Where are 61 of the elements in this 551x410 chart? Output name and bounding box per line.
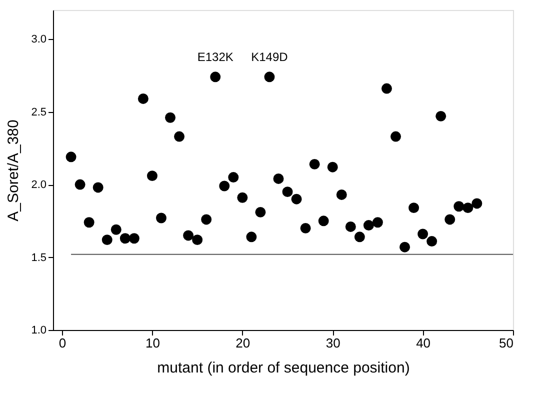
point <box>66 152 76 162</box>
point <box>462 202 474 214</box>
point <box>183 230 194 241</box>
point <box>264 72 275 82</box>
x-axis-title: mutant (in order of sequence position) <box>157 360 410 376</box>
point <box>110 224 122 235</box>
y-tick-label: 2.0 <box>31 179 46 192</box>
point <box>237 192 248 203</box>
point <box>354 232 365 242</box>
point <box>345 221 356 232</box>
point <box>472 198 482 209</box>
point <box>336 189 347 200</box>
point <box>300 222 311 234</box>
y-tick-label: 2.5 <box>31 106 46 118</box>
point <box>228 172 239 183</box>
y-tick-label: 1.0 <box>31 324 46 336</box>
point <box>192 234 203 246</box>
point <box>309 158 320 170</box>
point <box>165 112 176 123</box>
point <box>363 220 374 231</box>
point <box>454 201 464 212</box>
point <box>255 206 266 218</box>
x-tick-label: 20 <box>236 336 250 350</box>
point <box>84 217 94 228</box>
point <box>273 173 284 184</box>
point <box>327 162 338 172</box>
point <box>210 72 221 82</box>
point <box>156 212 166 224</box>
point <box>418 228 428 240</box>
point <box>74 179 86 190</box>
point <box>426 236 438 247</box>
point <box>282 186 293 198</box>
y-tick-label: 1.5 <box>31 252 46 264</box>
point <box>372 217 383 228</box>
annotation: E132K <box>197 50 234 64</box>
x-tick-label: 0 <box>58 336 66 350</box>
point <box>174 131 185 142</box>
point <box>436 110 446 122</box>
x-tick-label: 50 <box>499 336 514 350</box>
annotation: K149D <box>251 50 288 64</box>
point <box>201 214 212 225</box>
y-tick-label: 3.0 <box>31 34 46 46</box>
point <box>390 131 401 142</box>
point <box>444 214 456 225</box>
point <box>120 233 130 244</box>
point <box>146 170 158 182</box>
point <box>219 180 230 192</box>
point <box>400 242 410 252</box>
point <box>291 194 302 204</box>
point <box>138 93 148 104</box>
point <box>246 232 257 242</box>
y-axis-title: A_Soret/A_380 <box>5 120 22 222</box>
x-tick-label: 40 <box>416 336 431 350</box>
point <box>318 216 329 226</box>
point <box>381 83 392 94</box>
point <box>408 202 420 214</box>
x-tick-label: 30 <box>326 336 340 350</box>
point <box>128 233 140 244</box>
point <box>102 234 112 246</box>
point <box>92 182 104 193</box>
x-tick-label: 10 <box>145 336 160 350</box>
